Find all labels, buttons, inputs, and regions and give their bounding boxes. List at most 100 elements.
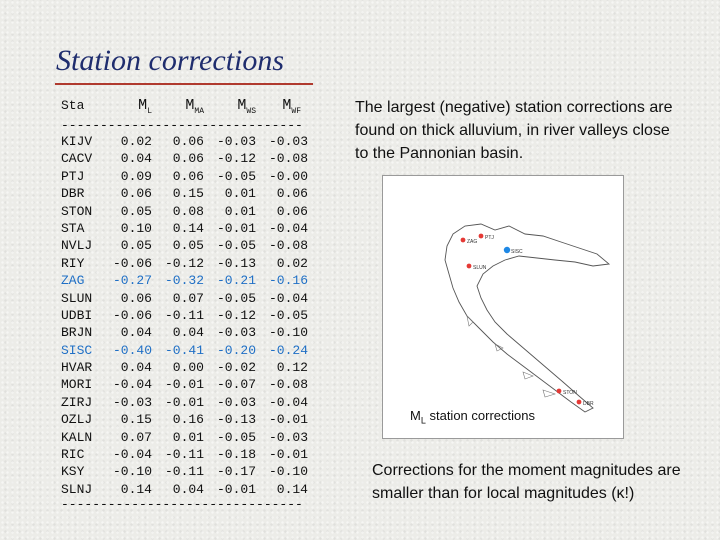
header-mwf: MWF <box>282 97 301 116</box>
table-row: ZAG -0.27 -0.32 -0.21 -0.16 <box>61 272 308 289</box>
cell-sta: HVAR <box>61 360 93 376</box>
table-row: STON 0.05 0.08 0.01 0.06 <box>61 203 308 220</box>
cell-mma: 0.06 <box>172 168 204 184</box>
cell-sta: BRJN <box>61 325 93 341</box>
map-stations: ZAG SISC PTJ SLUN STON DBR <box>460 233 594 407</box>
island-1 <box>466 315 474 327</box>
country-outline <box>444 223 611 413</box>
table-row: DBR 0.06 0.15 0.01 0.06 <box>61 185 308 202</box>
cell-ml: 0.04 <box>120 151 152 167</box>
cell-ml: -0.06 <box>112 307 152 323</box>
station-marker <box>576 399 582 405</box>
cell-ml: 0.02 <box>120 134 152 149</box>
cell-ml: 0.09 <box>120 168 152 184</box>
cell-mma: -0.32 <box>164 273 204 289</box>
cell-mws: -0.03 <box>216 134 256 149</box>
cell-mma: 0.14 <box>172 220 204 236</box>
cell-mws: -0.05 <box>216 290 256 306</box>
cell-mma: -0.12 <box>164 255 204 271</box>
cell-mwf: 0.02 <box>276 255 308 271</box>
cell-mma: -0.11 <box>164 464 204 480</box>
table-rule-top: ---------------------------------------- <box>61 119 301 133</box>
cell-mma: 0.04 <box>172 481 204 497</box>
station-label: PTJ <box>485 235 494 241</box>
cell-mwf: 0.06 <box>276 186 308 202</box>
cell-mws: -0.17 <box>216 464 256 480</box>
cell-mws: -0.03 <box>216 394 256 410</box>
cell-sta: RIY <box>61 255 85 271</box>
cell-mwf: -0.08 <box>268 238 308 254</box>
cell-ml: 0.07 <box>120 429 152 445</box>
cell-sta: RIC <box>61 447 85 463</box>
cell-sta: SLUN <box>61 290 93 306</box>
cell-mwf: 0.12 <box>276 360 308 376</box>
cell-mma: -0.11 <box>164 307 204 323</box>
slide-title: Station corrections <box>56 44 285 77</box>
map-graphic: ZAG SISC PTJ SLUN STON DBR <box>444 223 611 413</box>
station-marker <box>503 246 511 254</box>
island-3 <box>522 371 534 380</box>
cell-sta: CACV <box>61 151 93 167</box>
cell-mwf: 0.14 <box>276 481 308 497</box>
cell-mwf: -0.03 <box>268 134 308 149</box>
cell-mwf: -0.10 <box>268 325 308 341</box>
cell-mwf: -0.08 <box>268 377 308 393</box>
title-underline <box>55 83 313 85</box>
cell-mws: -0.03 <box>216 325 256 341</box>
cell-sta: OZLJ <box>61 412 93 428</box>
croatia-station-map: ZAG SISC PTJ SLUN STON DBR <box>382 175 624 439</box>
table-row: KSY -0.10 -0.11 -0.17 -0.10 <box>61 463 308 480</box>
cell-ml: -0.10 <box>112 464 152 480</box>
table-row: MORI -0.04 -0.01 -0.07 -0.08 <box>61 376 308 393</box>
station-label: ZAG <box>467 239 477 245</box>
cell-mma: 0.07 <box>172 290 204 306</box>
header-ml: ML <box>138 97 152 116</box>
table-row: UDBI -0.06 -0.11 -0.12 -0.05 <box>61 307 308 324</box>
table-row: SLNJ 0.14 0.04 -0.01 0.14 <box>61 481 308 498</box>
cell-mwf: -0.08 <box>268 151 308 167</box>
cell-mws: -0.02 <box>216 360 256 376</box>
cell-mws: -0.20 <box>216 342 256 358</box>
cell-mwf: -0.05 <box>268 307 308 323</box>
cell-mma: -0.11 <box>164 447 204 463</box>
table-row: BRJN 0.04 0.04 -0.03 -0.10 <box>61 324 308 341</box>
station-marker <box>466 263 472 269</box>
table-row: SLUN 0.06 0.07 -0.05 -0.04 <box>61 290 308 307</box>
table-row: KALN 0.07 0.01 -0.05 -0.03 <box>61 429 308 446</box>
header-sta: Sta <box>61 98 85 113</box>
table-row: RIY -0.06 -0.12 -0.13 0.02 <box>61 255 308 272</box>
cell-sta: MORI <box>61 377 93 393</box>
cell-sta: KIJV <box>61 134 93 149</box>
note-moment-magnitudes: Corrections for the moment magnitudes ar… <box>372 462 681 502</box>
cell-mwf: 0.06 <box>276 203 308 219</box>
cell-mma: 0.05 <box>172 238 204 254</box>
table-row: CACV 0.04 0.06 -0.12 -0.08 <box>61 150 308 167</box>
cell-mws: 0.01 <box>224 203 256 219</box>
cell-ml: 0.05 <box>120 203 152 219</box>
cell-sta: SISC <box>61 342 93 358</box>
cell-sta: ZAG <box>61 273 85 289</box>
cell-mws: -0.07 <box>216 377 256 393</box>
cell-mma: 0.00 <box>172 360 204 376</box>
cell-mws: -0.12 <box>216 307 256 323</box>
cell-mwf: -0.01 <box>268 412 308 428</box>
table-row: KIJV 0.02 0.06 -0.03 -0.03 <box>61 133 308 150</box>
cell-ml: 0.04 <box>120 325 152 341</box>
table-row: HVAR 0.04 0.00 -0.02 0.12 <box>61 359 308 376</box>
cell-mws: -0.18 <box>216 447 256 463</box>
station-label: SLUN <box>473 265 487 271</box>
cell-mma: 0.06 <box>172 134 204 149</box>
cell-mws: -0.12 <box>216 151 256 167</box>
station-label: SISC <box>511 249 523 255</box>
station-label: STON <box>563 390 577 396</box>
cell-mwf: -0.04 <box>268 394 308 410</box>
cell-mwf: -0.24 <box>268 342 308 358</box>
map-caption: ML station corrections <box>410 408 535 426</box>
cell-sta: NVLJ <box>61 238 93 254</box>
cell-mma: -0.01 <box>164 377 204 393</box>
table-rule-bottom: ---------------------------------------- <box>61 498 301 513</box>
cell-mma: 0.16 <box>172 412 204 428</box>
cell-sta: KSY <box>61 464 85 480</box>
header-mws: MWS <box>237 97 256 116</box>
cell-mws: -0.05 <box>216 238 256 254</box>
